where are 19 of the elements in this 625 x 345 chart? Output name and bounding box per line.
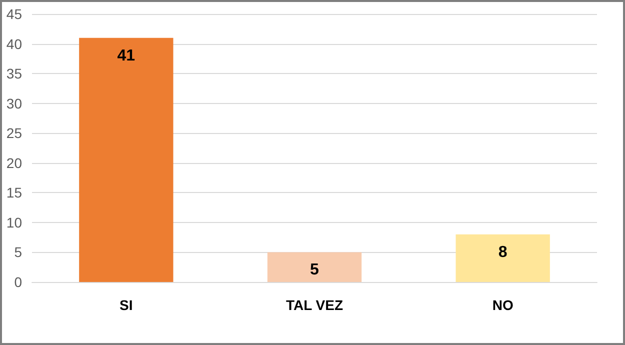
y-tick-label: 5 bbox=[14, 244, 22, 260]
data-label: 5 bbox=[310, 262, 320, 279]
bar bbox=[79, 38, 174, 282]
y-tick-label: 20 bbox=[6, 154, 22, 171]
y-tick-label: 45 bbox=[6, 6, 22, 22]
y-tick-label: 35 bbox=[6, 66, 22, 82]
bar bbox=[456, 234, 550, 282]
x-tick-label: NO bbox=[492, 297, 514, 313]
y-tick-label: 0 bbox=[14, 274, 22, 290]
y-tick-label: 15 bbox=[6, 184, 22, 201]
y-tick-label: 30 bbox=[6, 95, 22, 112]
y-tick-label: 40 bbox=[6, 36, 22, 52]
data-label: 8 bbox=[498, 244, 508, 261]
y-tick-label: 25 bbox=[6, 125, 22, 142]
bar bbox=[267, 252, 362, 282]
x-tick-label: SI bbox=[120, 297, 133, 313]
y-tick-label: 10 bbox=[6, 214, 22, 230]
data-label: 41 bbox=[117, 47, 136, 64]
x-tick-label: TAL VEZ bbox=[286, 297, 344, 313]
